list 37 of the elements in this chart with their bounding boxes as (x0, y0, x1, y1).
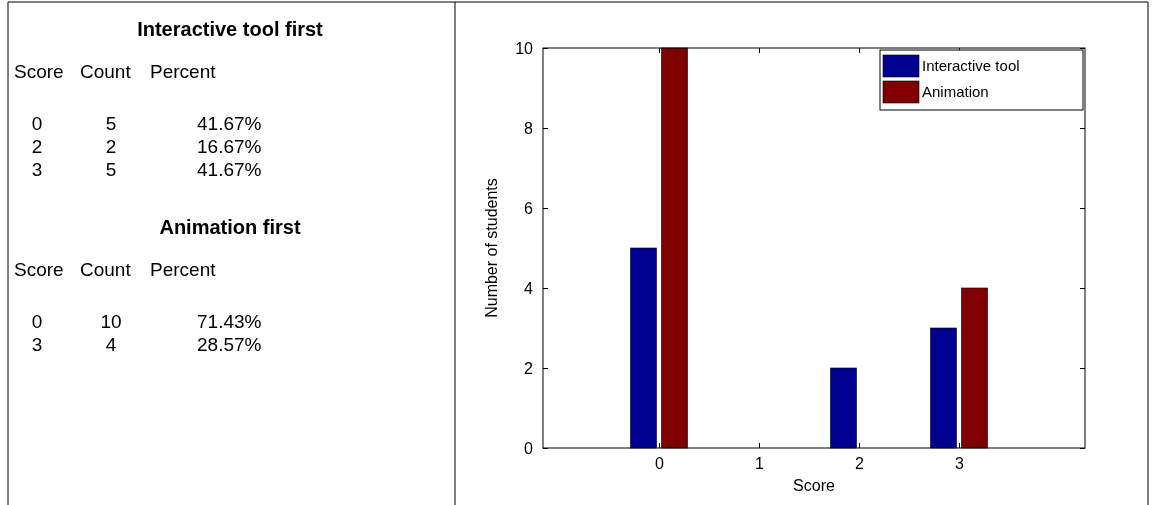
text: 0 (31, 113, 43, 134)
text: 28.57% (197, 334, 262, 355)
y-tick-label: 6 (524, 199, 534, 217)
x-tick-label: 0 (655, 455, 665, 473)
text: 2 (31, 136, 43, 157)
y-tick-label: 2 (524, 359, 534, 377)
text: Count (80, 61, 132, 82)
text: 3 (31, 334, 43, 355)
x-axis-title: Score (793, 477, 835, 494)
text: 5 (105, 159, 117, 180)
x-tick-label: 3 (955, 455, 965, 473)
text: Percent (150, 259, 217, 280)
text: 4 (105, 334, 117, 355)
text: 16.67% (197, 136, 262, 157)
text: 41.67% (197, 159, 262, 180)
text: Count (80, 259, 132, 280)
text: Percent (150, 61, 217, 82)
text: 41.67% (197, 113, 262, 134)
text: 71.43% (197, 311, 262, 332)
text: 3 (31, 159, 43, 180)
y-tick-label: 10 (515, 39, 534, 57)
legend-label: Interactive tool (922, 57, 1020, 74)
legend-label: Animation (922, 83, 989, 100)
x-tick-label: 1 (755, 455, 765, 473)
text: Interactive tool first (137, 18, 324, 40)
text: 5 (105, 113, 117, 134)
text: Score (14, 61, 64, 82)
text: 10 (100, 311, 122, 332)
y-tick-label: 8 (524, 119, 534, 137)
text: Score (14, 259, 64, 280)
text: 0 (31, 311, 43, 332)
x-tick-label: 2 (855, 455, 865, 473)
text: 2 (105, 136, 117, 157)
text: Animation first (159, 216, 301, 238)
y-tick-label: 0 (524, 439, 534, 457)
y-tick-label: 4 (524, 279, 534, 297)
y-axis-title: Number of students (483, 178, 500, 318)
